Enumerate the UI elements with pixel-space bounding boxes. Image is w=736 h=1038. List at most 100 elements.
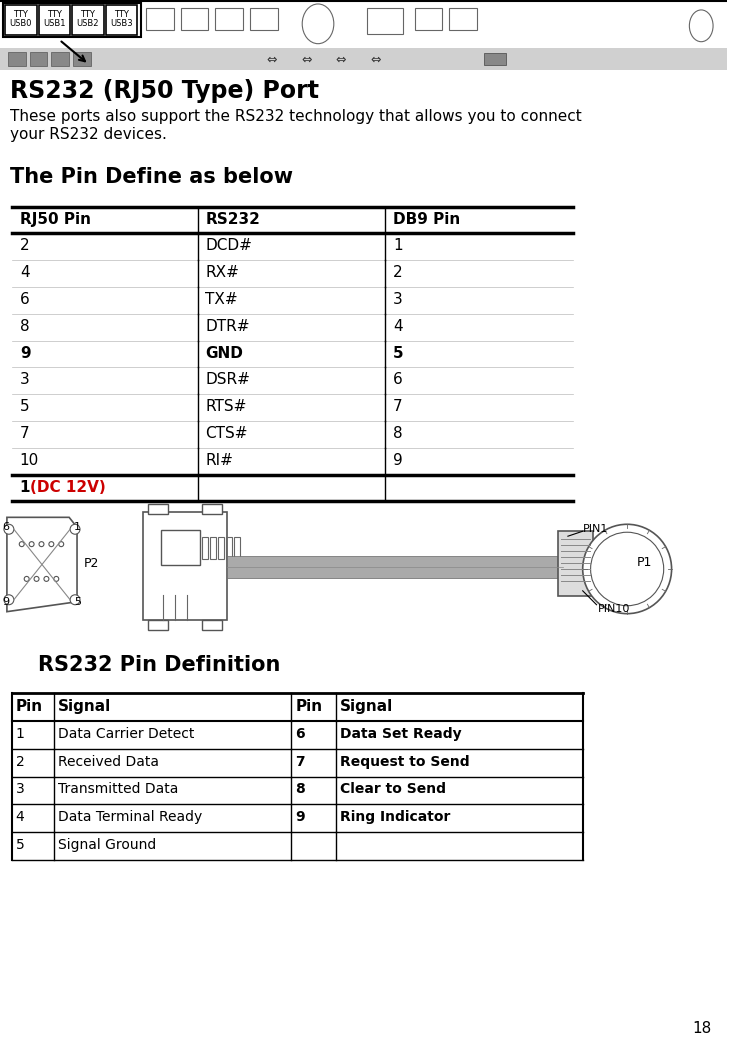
Bar xyxy=(148,504,168,515)
Text: USB0: USB0 xyxy=(10,19,32,28)
Text: Pin: Pin xyxy=(15,699,43,714)
Bar xyxy=(367,8,403,34)
Text: RX#: RX# xyxy=(205,265,239,280)
Ellipse shape xyxy=(4,524,14,535)
Text: PIN10: PIN10 xyxy=(598,604,630,613)
Text: 1: 1 xyxy=(74,522,81,532)
Text: 1: 1 xyxy=(15,727,25,741)
Text: TTY: TTY xyxy=(114,10,129,19)
Text: Data Set Ready: Data Set Ready xyxy=(340,727,461,741)
Ellipse shape xyxy=(583,524,671,613)
Bar xyxy=(450,8,477,30)
Text: DB9 Pin: DB9 Pin xyxy=(393,212,460,226)
Text: RS232 Pin Definition: RS232 Pin Definition xyxy=(38,655,280,676)
Ellipse shape xyxy=(4,595,14,605)
Bar xyxy=(144,513,227,620)
Text: 5: 5 xyxy=(393,346,404,360)
Text: 6: 6 xyxy=(295,727,305,741)
Text: DTR#: DTR# xyxy=(205,319,250,334)
Text: RS232: RS232 xyxy=(205,212,261,226)
Text: 6: 6 xyxy=(2,522,9,532)
Text: 4: 4 xyxy=(393,319,403,334)
Text: 6: 6 xyxy=(393,373,403,387)
Text: TTY: TTY xyxy=(47,10,62,19)
Text: 2: 2 xyxy=(20,239,29,253)
Ellipse shape xyxy=(70,524,80,535)
Bar xyxy=(52,52,69,65)
Text: USB1: USB1 xyxy=(43,19,66,28)
Text: 9: 9 xyxy=(295,811,305,824)
Text: Data Carrier Detect: Data Carrier Detect xyxy=(58,727,194,741)
Bar xyxy=(202,504,222,515)
Bar xyxy=(227,556,563,578)
Bar xyxy=(38,5,70,34)
Bar xyxy=(72,5,104,34)
Bar xyxy=(202,620,222,629)
Text: Signal Ground: Signal Ground xyxy=(58,838,157,852)
Text: 4: 4 xyxy=(15,811,24,824)
Text: 8: 8 xyxy=(295,783,305,796)
Bar xyxy=(484,53,506,64)
Text: (DC 12V): (DC 12V) xyxy=(29,480,105,494)
Text: TX#: TX# xyxy=(205,292,238,307)
Text: 2: 2 xyxy=(15,755,24,769)
Bar xyxy=(148,620,168,629)
Text: Request to Send: Request to Send xyxy=(340,755,470,769)
Bar xyxy=(202,538,208,559)
Text: P2: P2 xyxy=(84,557,99,570)
Text: Data Terminal Ready: Data Terminal Ready xyxy=(58,811,202,824)
Text: RS232 (RJ50 Type) Port: RS232 (RJ50 Type) Port xyxy=(10,80,319,104)
Text: Received Data: Received Data xyxy=(58,755,159,769)
Text: RI#: RI# xyxy=(205,453,233,468)
Bar xyxy=(161,530,200,565)
Bar xyxy=(558,531,592,596)
Text: 7: 7 xyxy=(295,755,305,769)
Ellipse shape xyxy=(302,4,334,44)
Text: 9: 9 xyxy=(2,597,9,607)
Text: The Pin Define as below: The Pin Define as below xyxy=(10,167,293,187)
Text: TTY: TTY xyxy=(13,10,28,19)
Text: 8: 8 xyxy=(20,319,29,334)
Text: USB3: USB3 xyxy=(110,19,132,28)
Text: RJ50 Pin: RJ50 Pin xyxy=(20,212,91,226)
Text: DSR#: DSR# xyxy=(205,373,250,387)
Text: ⇔: ⇔ xyxy=(336,54,346,66)
Text: 7: 7 xyxy=(393,400,403,414)
Text: Ring Indicator: Ring Indicator xyxy=(340,811,450,824)
Text: USB2: USB2 xyxy=(77,19,99,28)
Text: 3: 3 xyxy=(20,373,29,387)
Bar xyxy=(8,52,26,65)
Text: 8: 8 xyxy=(393,426,403,441)
Bar xyxy=(146,8,174,30)
Text: Signal: Signal xyxy=(340,699,393,714)
Bar xyxy=(181,8,208,30)
Bar xyxy=(219,538,224,559)
Text: 6: 6 xyxy=(20,292,29,307)
Text: TTY: TTY xyxy=(80,10,96,19)
Text: P1: P1 xyxy=(637,556,652,569)
Text: 18: 18 xyxy=(692,1020,711,1036)
Bar xyxy=(226,538,232,559)
Ellipse shape xyxy=(70,595,80,605)
Ellipse shape xyxy=(690,10,713,42)
Text: Signal: Signal xyxy=(58,699,112,714)
Text: ⇔: ⇔ xyxy=(370,54,381,66)
Text: 10: 10 xyxy=(20,453,39,468)
Text: Pin: Pin xyxy=(295,699,322,714)
Text: CTS#: CTS# xyxy=(205,426,248,441)
Text: These ports also support the RS232 technology that allows you to connect
your RS: These ports also support the RS232 techn… xyxy=(10,109,581,141)
Text: ⇔: ⇔ xyxy=(266,54,277,66)
Text: 9: 9 xyxy=(20,346,30,360)
Text: 3: 3 xyxy=(393,292,403,307)
Text: ⇔: ⇔ xyxy=(301,54,311,66)
Bar xyxy=(250,8,277,30)
Text: 4: 4 xyxy=(20,265,29,280)
Polygon shape xyxy=(7,517,77,611)
Text: 9: 9 xyxy=(393,453,403,468)
Text: 5: 5 xyxy=(15,838,24,852)
Ellipse shape xyxy=(590,532,664,606)
Text: RTS#: RTS# xyxy=(205,400,247,414)
Text: 2: 2 xyxy=(393,265,403,280)
Text: 3: 3 xyxy=(15,783,24,796)
Bar xyxy=(216,8,243,30)
